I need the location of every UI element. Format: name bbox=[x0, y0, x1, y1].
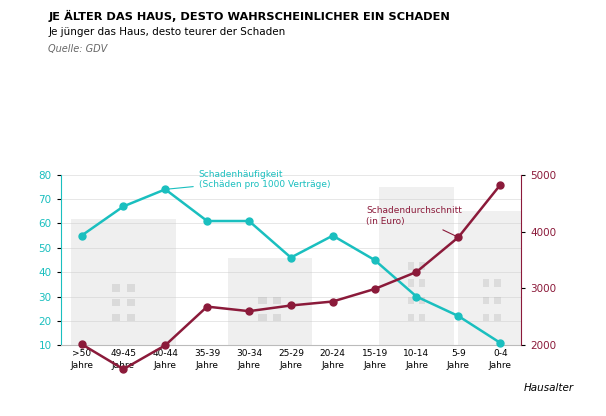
Bar bbox=[483, 280, 489, 287]
Text: Je jünger das Haus, desto teurer der Schaden: Je jünger das Haus, desto teurer der Sch… bbox=[48, 27, 286, 37]
Bar bbox=[127, 285, 135, 292]
Bar bbox=[112, 314, 120, 321]
Text: Schadenhäufigkeit
(Schäden pro 1000 Verträge): Schadenhäufigkeit (Schäden pro 1000 Vert… bbox=[168, 170, 330, 189]
Bar bbox=[419, 297, 425, 304]
Bar bbox=[419, 314, 425, 321]
Text: Schadendurchschnitt
(in Euro): Schadendurchschnitt (in Euro) bbox=[366, 206, 462, 236]
Bar bbox=[379, 187, 454, 345]
Bar bbox=[494, 314, 501, 321]
Bar bbox=[408, 280, 414, 287]
Bar bbox=[408, 314, 414, 321]
Bar bbox=[71, 218, 176, 345]
Bar bbox=[258, 297, 267, 304]
Bar bbox=[408, 297, 414, 304]
Bar bbox=[458, 211, 525, 345]
Bar bbox=[494, 297, 501, 304]
Text: JE ÄLTER DAS HAUS, DESTO WAHRSCHEINLICHER EIN SCHADEN: JE ÄLTER DAS HAUS, DESTO WAHRSCHEINLICHE… bbox=[48, 10, 450, 22]
Bar bbox=[228, 258, 312, 345]
Text: Hausalter: Hausalter bbox=[524, 383, 574, 393]
Bar bbox=[494, 280, 501, 287]
Text: Quelle: GDV: Quelle: GDV bbox=[48, 44, 108, 54]
Bar bbox=[273, 297, 281, 304]
Bar bbox=[483, 314, 489, 321]
Bar bbox=[127, 314, 135, 321]
Bar bbox=[419, 280, 425, 287]
Bar bbox=[112, 299, 120, 306]
Bar bbox=[273, 314, 281, 321]
Bar bbox=[483, 297, 489, 304]
Bar bbox=[127, 299, 135, 306]
Bar bbox=[408, 262, 414, 270]
Bar bbox=[258, 314, 267, 321]
Bar bbox=[112, 285, 120, 292]
Bar bbox=[419, 262, 425, 270]
